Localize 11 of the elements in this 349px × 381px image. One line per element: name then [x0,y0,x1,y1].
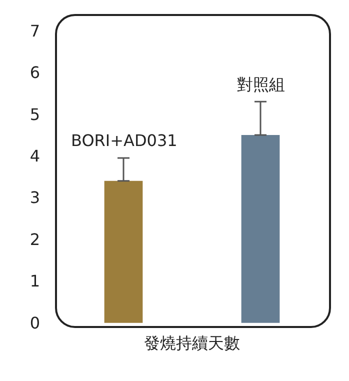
x-tick-label: BORI+AD031 [71,131,178,150]
y-tick-label: 2 [30,230,40,249]
y-tick-label: 0 [30,313,40,332]
y-tick-label: 5 [30,104,40,124]
y-tick-label: 4 [30,146,40,166]
x-tick-label: 對照組 [237,75,285,94]
y-tick-label: 7 [30,21,40,40]
y-tick-label: 3 [30,188,40,208]
y-tick-label: 1 [30,272,40,291]
y-tick-label: 6 [30,63,40,82]
x-axis-title: 發燒持續天數 [144,334,240,353]
